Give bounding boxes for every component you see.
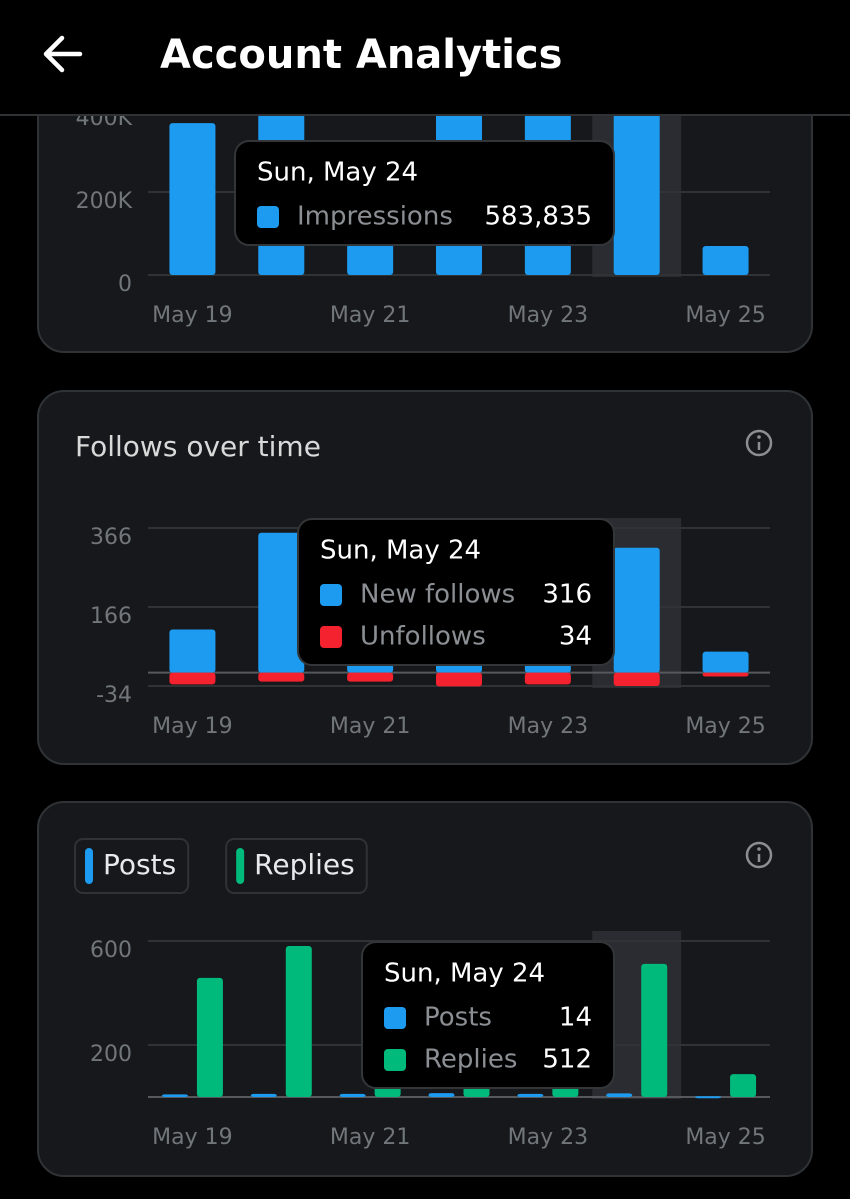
tooltip-title: Sun, May 24	[320, 536, 481, 566]
x-tick-label: May 25	[685, 303, 765, 328]
bar	[695, 1096, 722, 1099]
bar	[463, 1086, 490, 1097]
y-tick-label: 0	[118, 272, 132, 297]
x-tick-label: May 23	[508, 714, 588, 739]
bar	[258, 532, 305, 673]
info-icon[interactable]	[745, 429, 773, 457]
tooltip-value: 583,835	[484, 202, 592, 232]
tooltip-swatch	[320, 584, 342, 606]
tooltip: Sun, May 24 Posts 14 Replies 512	[361, 941, 615, 1089]
bar	[339, 1093, 366, 1097]
x-tick-label: May 19	[152, 1125, 232, 1150]
tooltip-value: 512	[542, 1045, 592, 1075]
legend-swatch	[236, 848, 245, 884]
legend-chip-bg	[74, 838, 190, 894]
y-tick-label: 600	[90, 938, 132, 963]
legend-chip-bg	[225, 838, 368, 894]
bar	[606, 1093, 633, 1097]
tooltip-bg	[361, 941, 615, 1089]
legend-swatch	[85, 848, 93, 884]
tooltip-title: Sun, May 24	[257, 158, 418, 188]
legend-chip[interactable]: Posts	[74, 838, 190, 894]
bar	[613, 547, 660, 673]
bar	[428, 1093, 455, 1097]
x-tick-label: May 25	[685, 1125, 765, 1150]
bar	[250, 1093, 277, 1097]
bar	[730, 1074, 757, 1097]
page-title: Account Analytics	[160, 32, 562, 78]
bar	[613, 672, 660, 686]
bar	[285, 945, 312, 1097]
bar	[702, 245, 749, 275]
tooltip-swatch	[320, 626, 342, 648]
y-tick-label: -34	[96, 683, 132, 708]
x-tick-label: May 21	[330, 1125, 410, 1150]
header-bg	[0, 0, 850, 115]
x-tick-label: May 19	[152, 303, 232, 328]
tooltip-label: Impressions	[297, 202, 453, 232]
bar	[169, 123, 216, 275]
x-tick-label: May 21	[330, 714, 410, 739]
info-icon[interactable]	[745, 841, 773, 869]
bar	[436, 672, 482, 687]
bar	[196, 977, 223, 1097]
tooltip-bg	[297, 518, 615, 666]
bar	[702, 672, 749, 677]
bar	[161, 1094, 188, 1097]
x-tick-label: May 21	[330, 303, 410, 328]
legend-chip[interactable]: Replies	[225, 838, 368, 894]
tooltip-swatch	[384, 1049, 406, 1071]
bar	[169, 629, 216, 673]
x-tick-label: May 19	[152, 714, 232, 739]
tooltip-label: Replies	[424, 1045, 517, 1075]
x-tick-label: May 23	[508, 1125, 588, 1150]
tooltip-value: 34	[559, 622, 592, 652]
tooltip-value: 316	[542, 580, 592, 610]
card-title: Follows over time	[75, 430, 321, 463]
tooltip-swatch	[384, 1007, 406, 1029]
y-tick-label: 200K	[76, 189, 133, 214]
tooltip-label: Unfollows	[360, 622, 486, 652]
bar	[641, 963, 668, 1097]
y-tick-label: 166	[90, 604, 132, 629]
bar	[702, 651, 749, 673]
tooltip-value: 14	[559, 1003, 592, 1033]
legend-label: Posts	[103, 848, 176, 881]
tooltip-label: New follows	[360, 580, 515, 610]
tooltip: Sun, May 24 New follows 316 Unfollows 34	[297, 518, 615, 666]
tooltip-label: Posts	[424, 1003, 492, 1033]
tooltip-title: Sun, May 24	[384, 959, 545, 989]
y-tick-label: 366	[90, 525, 132, 550]
y-tick-label: 200	[90, 1042, 132, 1067]
header: Account Analytics	[0, 0, 850, 116]
bar	[258, 672, 305, 682]
legend-label: Replies	[254, 848, 355, 881]
bar	[169, 672, 216, 685]
back-button[interactable]	[43, 35, 83, 73]
tooltip: Sun, May 24 Impressions 583,835	[234, 140, 615, 246]
bar	[517, 1093, 544, 1097]
tooltip-bg	[234, 140, 615, 246]
x-tick-label: May 23	[508, 303, 588, 328]
tooltip-swatch	[257, 206, 279, 228]
x-tick-label: May 25	[685, 714, 765, 739]
bar	[524, 672, 571, 685]
bar	[347, 672, 394, 682]
